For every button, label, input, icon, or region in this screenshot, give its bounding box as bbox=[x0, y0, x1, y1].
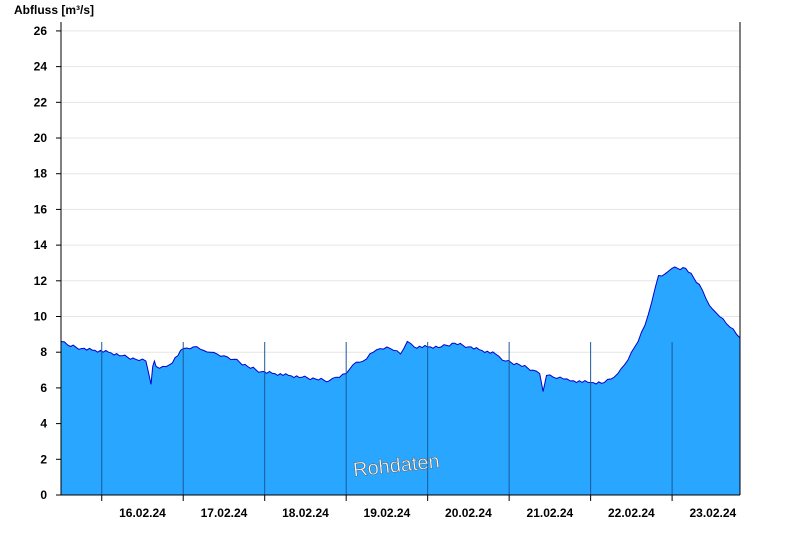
axes bbox=[56, 22, 741, 501]
y-tick-label: 20 bbox=[34, 131, 48, 145]
y-tick-label: 22 bbox=[34, 95, 48, 109]
x-tick-label: 17.02.24 bbox=[201, 506, 248, 520]
y-axis-label: Abfluss [m³/s] bbox=[14, 3, 94, 17]
x-tick-label: 16.02.24 bbox=[119, 506, 166, 520]
x-tick-labels: 16.02.24 17.02.24 18.02.24 19.02.24 20.02.24… bbox=[119, 506, 736, 520]
y-tick-label: 6 bbox=[40, 381, 47, 395]
day-dividers bbox=[101, 342, 673, 495]
y-tick-label: 26 bbox=[34, 24, 48, 38]
x-tick-label: 23.02.24 bbox=[689, 506, 736, 520]
y-tick-label: 18 bbox=[34, 167, 48, 181]
y-tick-label: 10 bbox=[34, 310, 48, 324]
flow-line bbox=[60, 266, 741, 392]
x-tick-label: 20.02.24 bbox=[445, 506, 492, 520]
y-tick-label: 12 bbox=[34, 274, 48, 288]
x-tick-label: 21.02.24 bbox=[527, 506, 574, 520]
x-tick-label: 19.02.24 bbox=[364, 506, 411, 520]
y-tick-label: 14 bbox=[34, 238, 48, 252]
x-tick-label: 22.02.24 bbox=[608, 506, 655, 520]
flow-area bbox=[61, 266, 740, 495]
y-tick-label: 8 bbox=[40, 345, 47, 359]
x-tick-label: 18.02.24 bbox=[282, 506, 329, 520]
y-tick-label: 2 bbox=[40, 452, 47, 466]
y-tick-label: 16 bbox=[34, 202, 48, 216]
y-tick-label: 0 bbox=[40, 488, 47, 502]
y-tick-label: 24 bbox=[34, 60, 48, 74]
y-tick-label: 4 bbox=[40, 417, 47, 431]
